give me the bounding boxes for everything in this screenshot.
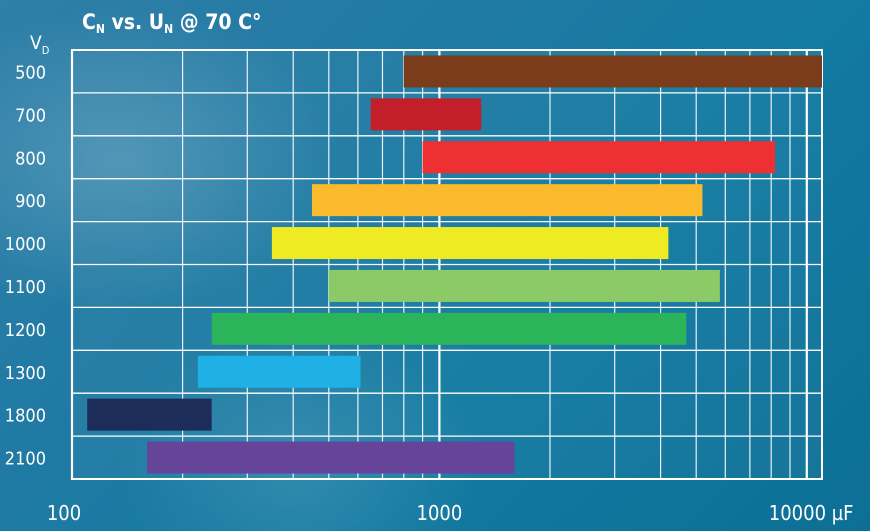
x-tick-label: 1000 [417, 501, 463, 525]
x-tick-label: 10000 µF [769, 501, 854, 525]
range-bar-700 [370, 98, 482, 131]
range-bar-2100 [146, 441, 515, 474]
range-bar-1000 [271, 227, 669, 260]
y-tick-label: 800 [15, 148, 46, 169]
y-tick-label: 1200 [5, 320, 46, 341]
y-tick-label: 700 [15, 105, 46, 126]
y-tick-label: 500 [15, 62, 46, 83]
y-tick-label: 900 [15, 191, 46, 212]
range-bar-1100 [328, 269, 720, 302]
range-bar-1300 [197, 355, 361, 388]
y-tick-label: 1300 [5, 363, 46, 384]
y-tick-label: 1800 [5, 406, 46, 427]
chart-title: CN vs. UN @ 70 C° [82, 10, 262, 36]
range-bar-800 [422, 141, 776, 174]
range-bar-900 [311, 184, 703, 217]
plot-frame [71, 49, 823, 480]
range-bar-500 [403, 55, 822, 88]
y-tick-label: 1000 [5, 234, 46, 255]
range-bar-1800 [87, 398, 212, 431]
x-tick-label: 100 [47, 501, 81, 525]
y-tick-label: 1100 [5, 277, 46, 298]
y-tick-label: 2100 [5, 449, 46, 470]
range-bar-1200 [211, 312, 687, 345]
y-axis-label: VD [30, 32, 50, 57]
